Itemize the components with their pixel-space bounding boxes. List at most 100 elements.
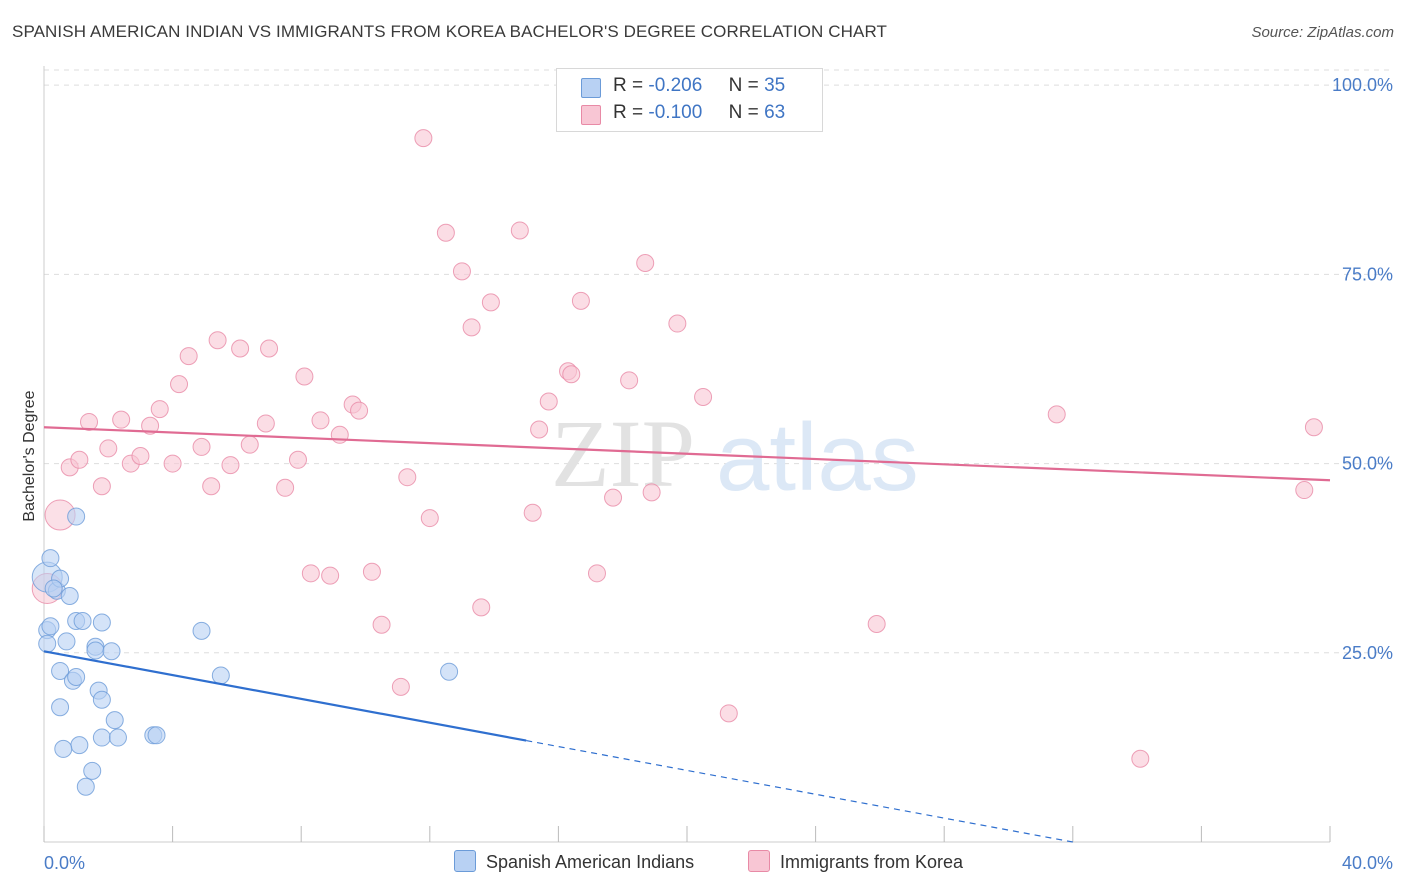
bottom-legend-swatch-blue: [454, 850, 476, 873]
data-point: [163, 454, 182, 473]
data-point: [170, 375, 189, 394]
data-point: [1295, 481, 1314, 500]
data-point: [295, 367, 314, 386]
data-point: [192, 437, 211, 456]
legend-n-value-a: 35: [764, 75, 786, 96]
data-point: [57, 632, 76, 651]
data-point: [288, 450, 307, 469]
data-point: [150, 400, 169, 419]
data-point: [231, 339, 250, 358]
data-point: [51, 698, 70, 717]
data-point: [112, 410, 131, 429]
data-point: [192, 621, 211, 640]
data-point: [694, 387, 713, 406]
data-point: [1131, 749, 1150, 768]
data-point: [54, 739, 73, 758]
legend-swatch-pink: [581, 105, 601, 125]
y-tick-label: 25.0%: [1342, 643, 1393, 663]
data-point: [620, 371, 639, 390]
y-tick-label: 50.0%: [1342, 454, 1393, 474]
data-point: [350, 401, 369, 420]
chart-title: SPANISH AMERICAN INDIAN VS IMMIGRANTS FR…: [12, 22, 888, 41]
data-point: [92, 613, 111, 632]
data-point: [436, 223, 455, 242]
data-point: [642, 483, 661, 502]
data-point: [1047, 405, 1066, 424]
trend-line-spanish-american-indians: [43, 650, 527, 742]
data-point: [867, 615, 886, 634]
data-point: [472, 598, 491, 617]
watermark: ZIP atlas: [551, 400, 919, 511]
bottom-legend-swatch-pink: [748, 850, 770, 873]
data-point: [391, 677, 410, 696]
legend-r-value-a: -0.206: [648, 75, 703, 96]
y-tick-label: 100.0%: [1332, 75, 1393, 95]
data-point: [202, 477, 221, 496]
data-point: [636, 254, 655, 272]
legend-n-value-b: 63: [764, 102, 786, 123]
data-point: [301, 564, 320, 583]
data-point: [539, 392, 558, 411]
legend-r-value-b: -0.100: [648, 102, 703, 123]
y-tick-labels: 25.0% 50.0% 75.0% 100.0%: [1332, 75, 1393, 663]
data-point: [668, 314, 687, 333]
data-point: [440, 662, 459, 681]
data-point: [76, 777, 95, 796]
data-point: [321, 566, 340, 585]
data-point: [523, 503, 542, 522]
data-point: [83, 761, 102, 780]
data-point: [41, 549, 60, 568]
data-point: [208, 331, 227, 350]
data-point: [211, 666, 230, 685]
legend-r-label: R =: [613, 75, 644, 96]
data-point: [260, 339, 279, 358]
data-point: [452, 262, 471, 281]
legend-n-label: N =: [728, 102, 759, 123]
x-tick-label-min: 0.0%: [44, 853, 85, 873]
y-axis-label: Bachelor's Degree: [21, 390, 38, 521]
data-point: [92, 728, 111, 747]
data-point: [414, 129, 433, 148]
data-point: [73, 611, 92, 630]
data-point: [571, 291, 590, 310]
data-point: [86, 641, 105, 660]
x-tick-label-max: 40.0%: [1342, 853, 1393, 873]
data-point: [510, 221, 529, 240]
data-point: [67, 507, 86, 526]
data-point: [105, 711, 124, 730]
trend-line-immigrants-from-korea: [43, 426, 1331, 482]
data-point: [51, 661, 70, 680]
trend-line-extension-spanish-american-indians: [526, 739, 1073, 843]
data-point: [92, 477, 111, 496]
legend-n-label: N =: [728, 75, 759, 96]
data-point: [530, 420, 549, 439]
data-point: [108, 728, 127, 747]
data-point: [80, 412, 99, 431]
data-point: [99, 439, 118, 458]
bottom-legend-immigrants-from-korea: Immigrants from Korea: [748, 850, 964, 874]
legend-swatch-blue: [581, 78, 601, 98]
data-point: [147, 726, 166, 745]
data-point: [362, 562, 381, 581]
data-point: [141, 416, 160, 435]
data-point: [256, 414, 275, 433]
data-point: [92, 690, 111, 709]
bottom-legend-spanish-american-indians: Spanish American Indians: [454, 850, 694, 874]
data-point: [70, 736, 89, 755]
y-tick-label: 75.0%: [1342, 264, 1393, 284]
data-point: [60, 587, 79, 606]
data-point: [276, 478, 295, 497]
data-point: [420, 509, 439, 528]
data-point: [38, 634, 57, 653]
data-point: [131, 447, 150, 465]
data-point: [240, 435, 259, 454]
data-point: [562, 365, 581, 384]
data-point: [311, 411, 330, 430]
data-point: [481, 293, 500, 312]
bottom-legend-label-b: Immigrants from Korea: [780, 852, 964, 872]
data-point: [719, 704, 738, 723]
data-point: [41, 617, 60, 636]
data-point: [587, 564, 606, 583]
data-point: [1304, 418, 1323, 437]
